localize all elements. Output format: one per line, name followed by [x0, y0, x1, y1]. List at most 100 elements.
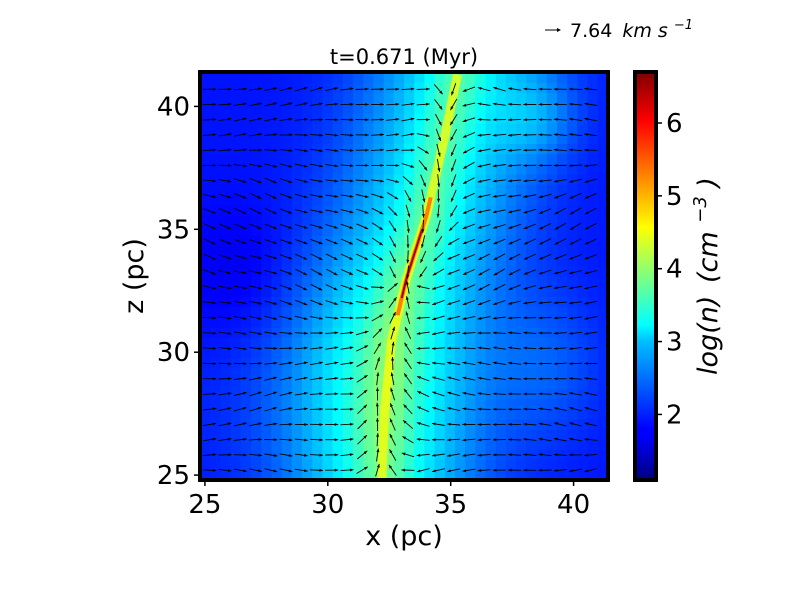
- density-cell: [567, 296, 578, 308]
- velocity-arrowhead: [258, 347, 262, 350]
- x-tick-label: 40: [557, 490, 590, 520]
- density-cell: [455, 439, 466, 450]
- velocity-arrowhead: [243, 132, 247, 136]
- velocity-arrowhead: [410, 164, 415, 168]
- density-cell: [281, 123, 293, 134]
- density-cell: [271, 245, 283, 257]
- density-cell: [383, 184, 395, 195]
- density-cell: [414, 174, 425, 185]
- velocity-arrowhead: [212, 346, 217, 350]
- density-cell: [393, 123, 405, 134]
- density-cell: [536, 337, 548, 348]
- density-cell: [465, 255, 476, 267]
- velocity-arrowhead: [569, 469, 573, 473]
- density-cell: [495, 337, 507, 348]
- density-cell: [322, 214, 334, 226]
- density-cell: [393, 214, 405, 226]
- density-cell: [322, 388, 334, 399]
- density-cell: [291, 163, 303, 175]
- density-cell: [240, 469, 252, 480]
- velocity-arrowhead: [394, 196, 399, 200]
- density-cell: [516, 214, 527, 226]
- density-cell: [261, 398, 272, 410]
- density-cell: [220, 245, 232, 257]
- density-cell: [557, 102, 568, 114]
- density-cell: [597, 408, 608, 420]
- density-cell: [291, 388, 303, 399]
- velocity-arrowhead: [388, 464, 393, 469]
- velocity-arrowhead: [492, 102, 497, 106]
- density-cell: [220, 163, 232, 175]
- velocity-arrowhead: [508, 256, 513, 260]
- density-cell: [271, 72, 283, 83]
- velocity-arrowhead: [492, 376, 497, 380]
- density-cell: [302, 378, 313, 389]
- density-cell: [261, 459, 272, 471]
- density-cell: [383, 214, 395, 226]
- density-cell: [332, 398, 344, 410]
- density-cell: [373, 276, 385, 287]
- density-cell: [291, 296, 303, 308]
- density-cell: [281, 296, 293, 308]
- velocity-arrowhead: [569, 407, 574, 410]
- density-cell: [404, 398, 415, 410]
- density-cell: [444, 174, 456, 185]
- density-cell: [567, 398, 578, 410]
- density-cell: [526, 204, 538, 216]
- density-cell: [414, 72, 425, 83]
- velocity-arrowhead: [303, 210, 308, 214]
- velocity-arrowhead: [463, 165, 467, 169]
- density-cell: [495, 174, 507, 185]
- density-cell: [200, 408, 211, 420]
- density-cell: [342, 163, 354, 175]
- density-cell: [587, 72, 599, 83]
- density-cell: [342, 184, 354, 195]
- density-cell: [546, 153, 558, 165]
- density-cell: [455, 418, 466, 430]
- velocity-arrowhead: [364, 195, 369, 198]
- velocity-arrowhead: [212, 377, 217, 381]
- density-cell: [536, 469, 548, 480]
- density-cell: [200, 225, 211, 236]
- density-cell: [261, 306, 272, 318]
- density-cell: [291, 357, 303, 369]
- density-cell: [404, 306, 415, 318]
- velocity-arrowhead: [538, 377, 543, 381]
- velocity-arrowhead: [523, 256, 528, 260]
- density-cell: [363, 102, 374, 114]
- velocity-arrowhead: [273, 133, 278, 137]
- velocity-arrowhead: [333, 287, 338, 291]
- velocity-arrowhead: [439, 105, 443, 110]
- velocity-arrowhead: [319, 361, 323, 365]
- colorbar-tick-label: 4: [666, 255, 683, 285]
- density-cell: [312, 429, 323, 440]
- density-cell: [506, 316, 517, 328]
- density-cell: [506, 286, 517, 297]
- density-cell: [373, 255, 385, 267]
- density-cell: [353, 194, 364, 206]
- density-cell: [455, 102, 466, 114]
- density-cell: [455, 143, 466, 155]
- density-cell: [302, 255, 313, 267]
- density-cell: [251, 347, 262, 359]
- density-cell: [557, 174, 568, 185]
- density-cell: [455, 469, 466, 480]
- quiver-key-arrowhead: [557, 28, 561, 32]
- density-cell: [271, 174, 283, 185]
- velocity-arrowhead: [319, 331, 323, 335]
- density-cell: [587, 112, 599, 124]
- density-cell: [383, 225, 395, 236]
- density-cell: [342, 296, 354, 308]
- density-cell: [465, 378, 476, 389]
- density-cell: [506, 235, 517, 246]
- density-cell: [444, 153, 456, 165]
- density-cell: [577, 398, 589, 410]
- velocity-arrowhead: [554, 241, 559, 245]
- density-cell: [597, 112, 608, 124]
- density-cell: [281, 459, 293, 471]
- density-cell: [322, 316, 334, 328]
- velocity-arrowhead: [416, 346, 421, 350]
- density-cell: [353, 286, 364, 297]
- density-cell: [485, 327, 497, 338]
